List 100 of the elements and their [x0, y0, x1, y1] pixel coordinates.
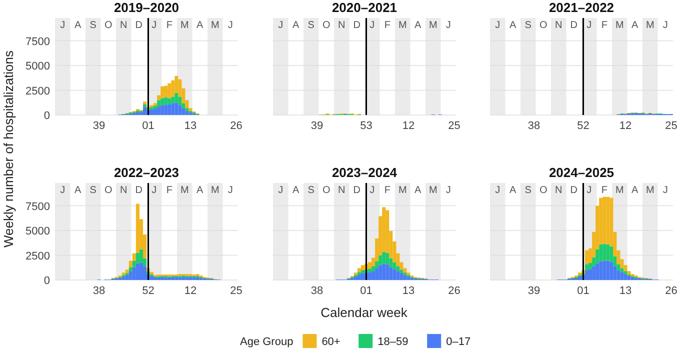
annotation: M	[428, 185, 438, 196]
x-tick-label: 25	[230, 285, 242, 297]
annotation: F	[166, 185, 172, 196]
y-tick-label: 2500	[26, 85, 50, 98]
chart-title: 2020–2021	[332, 0, 398, 15]
annotation: S	[308, 20, 315, 31]
annotation: J	[228, 185, 233, 196]
x-axis-title: Calendar week	[320, 305, 408, 320]
annotation: J	[586, 185, 592, 196]
annotation: D	[135, 185, 142, 196]
annotation: N	[555, 185, 562, 196]
chart-title: 2023–2024	[332, 165, 398, 180]
annotation: J	[152, 20, 157, 31]
annotation: A	[414, 185, 422, 196]
chart-title: 2019–2020	[114, 0, 180, 15]
x-tick-label: 53	[360, 120, 372, 132]
annotation: A	[196, 20, 204, 31]
annotation: A	[74, 185, 82, 196]
x-tick-label: 01	[360, 285, 372, 297]
annotation: A	[292, 20, 300, 31]
x-tick-label: 12	[619, 120, 632, 132]
chart-title: 2021–2022	[548, 0, 614, 15]
annotation: J	[370, 20, 375, 31]
x-tick-label: 13	[184, 120, 197, 132]
x-tick-label: 12	[402, 120, 415, 132]
x-tick-label: 01	[142, 120, 154, 132]
chart-title: 2022–2023	[114, 165, 180, 180]
chart-title: 2024–2025	[548, 165, 614, 180]
annotation: O	[104, 185, 112, 196]
annotation: A	[74, 20, 82, 31]
x-tick-label: 39	[92, 120, 106, 132]
annotation: M	[615, 185, 624, 196]
x-tick-label: 25	[448, 120, 460, 132]
annotation: J	[446, 185, 451, 196]
annotation: J	[152, 185, 157, 196]
annotation: D	[353, 185, 360, 196]
y-tick-label: 2500	[26, 250, 50, 262]
annotation: J	[495, 185, 500, 196]
annotation: A	[292, 185, 300, 196]
annotation: O	[104, 20, 112, 31]
x-tick-label: 39	[528, 285, 540, 297]
x-tick-label: 39	[310, 120, 324, 132]
x-tick-label: 13	[402, 285, 415, 297]
annotation: M	[210, 185, 220, 196]
annotation: M	[398, 20, 407, 31]
legend-title: Age Group	[240, 336, 294, 348]
annotation: A	[196, 185, 204, 196]
x-tick-label: 52	[577, 120, 590, 132]
annotation: N	[338, 185, 346, 196]
annotation: A	[414, 20, 422, 31]
annotation: N	[338, 20, 346, 31]
annotation: J	[60, 185, 66, 196]
annotation: N	[120, 185, 128, 196]
annotation: A	[510, 185, 517, 196]
x-tick-label: 38	[528, 120, 540, 132]
y-tick-label: 5000	[26, 226, 50, 238]
x-tick-label: 12	[184, 285, 197, 297]
x-tick-label: 38	[92, 285, 106, 297]
annotation: J	[586, 20, 592, 31]
annotation: A	[632, 185, 639, 196]
annotation: M	[615, 20, 624, 31]
annotation: N	[120, 20, 128, 31]
annotation: O	[539, 185, 548, 196]
legend-label: 60+	[322, 336, 340, 348]
annotation: S	[90, 185, 97, 196]
annotation: J	[662, 185, 668, 196]
annotation: M	[428, 20, 438, 31]
annotation: D	[353, 20, 360, 31]
annotation: F	[601, 20, 608, 31]
annotation: M	[398, 185, 407, 196]
x-tick-label: 38	[310, 285, 324, 297]
y-tick-label: 0	[44, 110, 50, 122]
annotation: M	[180, 20, 189, 31]
annotation: J	[662, 20, 668, 31]
annotation: J	[278, 20, 284, 31]
annotation: M	[210, 20, 220, 31]
annotation: S	[524, 20, 532, 31]
y-tick-label: 7500	[26, 200, 50, 213]
x-tick-label: 13	[619, 285, 632, 297]
annotation: F	[166, 20, 172, 31]
annotation: J	[278, 185, 284, 196]
annotation: D	[570, 20, 578, 31]
annotation: S	[524, 185, 532, 196]
annotation: S	[308, 185, 315, 196]
annotation: J	[495, 20, 500, 31]
x-tick-label: 26	[230, 120, 242, 132]
annotation: F	[601, 185, 608, 196]
annotation: O	[322, 185, 330, 196]
y-tick-label: 5000	[26, 60, 50, 73]
x-tick-label: 26	[448, 285, 460, 297]
annotation: D	[570, 185, 578, 196]
annotation: D	[135, 20, 142, 31]
x-tick-label: 25	[665, 120, 678, 132]
x-tick-label: 01	[577, 285, 590, 297]
annotation: N	[555, 20, 562, 31]
annotation: M	[180, 185, 189, 196]
y-tick-label: 0	[44, 275, 50, 287]
annotation: O	[539, 20, 548, 31]
annotation: M	[646, 20, 654, 31]
x-tick-label: 52	[142, 285, 154, 297]
